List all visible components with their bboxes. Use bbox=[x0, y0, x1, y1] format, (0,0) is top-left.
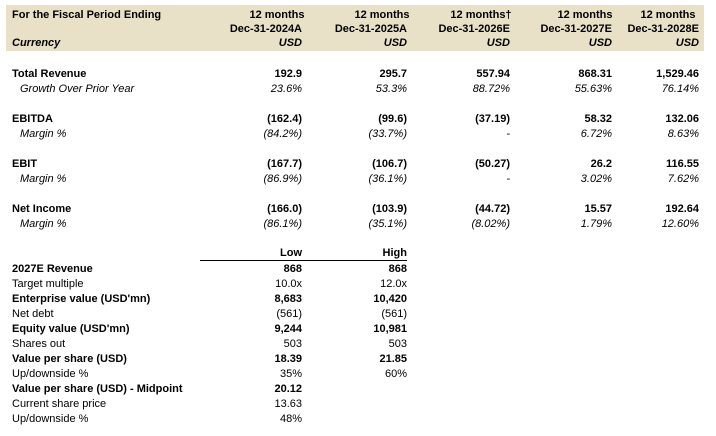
valuation-low-value: 13.63 bbox=[274, 398, 302, 410]
cell-value: 15.57 bbox=[584, 203, 612, 215]
cell-value: (44.72) bbox=[475, 203, 510, 215]
column-currency: USD bbox=[588, 37, 612, 49]
row-label: EBITDA bbox=[12, 113, 53, 125]
cell-subvalue: (8.02%) bbox=[471, 218, 510, 230]
cell-subvalue: 12.60% bbox=[661, 218, 699, 230]
column-currency: USD bbox=[486, 37, 510, 49]
valuation-row-label: Current share price bbox=[12, 398, 107, 410]
column-period: 12 months bbox=[249, 9, 305, 21]
cell-subvalue: 76.14% bbox=[661, 83, 699, 95]
cell-value: 557.94 bbox=[476, 68, 510, 80]
cell-subvalue: 1.79% bbox=[580, 218, 612, 230]
column-date: Dec-31-2027E bbox=[540, 23, 612, 35]
column-currency: USD bbox=[278, 37, 302, 49]
column-period: 12 months bbox=[557, 9, 613, 21]
cell-value: (37.19) bbox=[475, 113, 510, 125]
valuation-low-value: 9,244 bbox=[274, 323, 302, 335]
row-label: Total Revenue bbox=[12, 68, 87, 80]
cell-subvalue: (84.2%) bbox=[263, 128, 302, 140]
cell-subvalue: 23.6% bbox=[270, 83, 302, 95]
cell-value: 58.32 bbox=[584, 113, 612, 125]
column-period: 12 months bbox=[640, 9, 696, 21]
cell-value: (103.9) bbox=[372, 203, 407, 215]
cell-value: (106.7) bbox=[372, 158, 407, 170]
cell-subvalue: 55.63% bbox=[574, 83, 612, 95]
table-header bbox=[6, 5, 704, 51]
cell-subvalue: (35.1%) bbox=[368, 218, 407, 230]
column-period: 12 months bbox=[354, 9, 410, 21]
cell-subvalue: 7.62% bbox=[667, 173, 699, 185]
valuation-row-label: Net debt bbox=[12, 308, 54, 320]
row-sublabel: Margin % bbox=[20, 173, 67, 185]
column-date: Dec-31-2024A bbox=[229, 23, 302, 35]
cell-value: (167.7) bbox=[267, 158, 302, 170]
valuation-low-value: 10.0x bbox=[275, 278, 302, 290]
cell-value: (99.6) bbox=[378, 113, 407, 125]
valuation-low-value: (561) bbox=[276, 308, 302, 320]
valuation-high-value: 12.0x bbox=[380, 278, 407, 290]
cell-subvalue: (36.1%) bbox=[368, 173, 407, 185]
cell-subvalue: 3.02% bbox=[580, 173, 612, 185]
valuation-row-label: Equity value (USD'mn) bbox=[12, 323, 130, 335]
cell-subvalue: (33.7%) bbox=[368, 128, 407, 140]
cell-subvalue: 8.63% bbox=[667, 128, 699, 140]
row-label: EBIT bbox=[12, 158, 38, 170]
valuation-high-value: 503 bbox=[388, 338, 407, 350]
fiscal-period-label: For the Fiscal Period Ending bbox=[12, 9, 162, 21]
row-label: Net Income bbox=[12, 203, 72, 215]
valuation-high-value: 60% bbox=[384, 368, 407, 380]
cell-value: (166.0) bbox=[267, 203, 302, 215]
valuation-row-label: Up/downside % bbox=[12, 368, 89, 380]
cell-value: (50.27) bbox=[475, 158, 510, 170]
column-currency: USD bbox=[383, 37, 407, 49]
valuation-low-header: Low bbox=[280, 247, 302, 259]
valuation-low-value: 8,683 bbox=[274, 293, 302, 305]
cell-value: 192.64 bbox=[665, 203, 699, 215]
cell-subvalue: - bbox=[506, 128, 510, 140]
valuation-high-value: 868 bbox=[388, 263, 407, 275]
cell-subvalue: - bbox=[506, 173, 510, 185]
column-currency: USD bbox=[675, 37, 699, 49]
valuation-row-label: Enterprise value (USD'mn) bbox=[12, 293, 151, 305]
valuation-low-value: 35% bbox=[279, 368, 302, 380]
cell-value: (162.4) bbox=[267, 113, 302, 125]
valuation-high-value: 10,981 bbox=[373, 323, 407, 335]
valuation-high-value: 10,420 bbox=[373, 293, 407, 305]
valuation-low-value: 503 bbox=[283, 338, 302, 350]
cell-value: 295.7 bbox=[379, 68, 407, 80]
cell-subvalue: 6.72% bbox=[580, 128, 612, 140]
valuation-row-label: Value per share (USD) bbox=[12, 353, 127, 365]
column-date: Dec-31-2026E bbox=[438, 23, 510, 35]
valuation-high-value: 21.85 bbox=[379, 353, 407, 365]
cell-subvalue: 88.72% bbox=[472, 83, 510, 95]
valuation-row-label: Up/downside % bbox=[12, 413, 89, 425]
valuation-low-value: 18.39 bbox=[274, 353, 302, 365]
row-sublabel: Margin % bbox=[20, 218, 67, 230]
valuation-row-label: Target multiple bbox=[12, 278, 84, 290]
cell-value: 1,529.46 bbox=[656, 68, 699, 80]
cell-subvalue: (86.9%) bbox=[263, 173, 302, 185]
row-sublabel: Growth Over Prior Year bbox=[20, 83, 135, 95]
valuation-low-value: 48% bbox=[279, 413, 302, 425]
valuation-row-label: 2027E Revenue bbox=[12, 263, 93, 275]
currency-label: Currency bbox=[12, 37, 61, 49]
valuation-row-label: Shares out bbox=[12, 338, 66, 350]
cell-subvalue: (86.1%) bbox=[263, 218, 302, 230]
cell-subvalue: 53.3% bbox=[375, 83, 407, 95]
row-sublabel: Margin % bbox=[20, 128, 67, 140]
column-date: Dec-31-2025A bbox=[334, 23, 407, 35]
valuation-high-header: High bbox=[382, 247, 407, 259]
cell-value: 116.55 bbox=[665, 158, 699, 170]
valuation-low-value: 868 bbox=[283, 263, 302, 275]
cell-value: 26.2 bbox=[590, 158, 612, 170]
column-date: Dec-31-2028E bbox=[627, 23, 699, 35]
cell-value: 868.31 bbox=[578, 68, 612, 80]
cell-value: 132.06 bbox=[665, 113, 699, 125]
cell-value: 192.9 bbox=[274, 68, 302, 80]
valuation-low-value: 20.12 bbox=[274, 383, 302, 395]
column-period: 12 months† bbox=[450, 9, 512, 21]
valuation-row-label: Value per share (USD) - Midpoint bbox=[12, 383, 183, 395]
valuation-header-divider bbox=[200, 260, 407, 261]
valuation-high-value: (561) bbox=[381, 308, 407, 320]
